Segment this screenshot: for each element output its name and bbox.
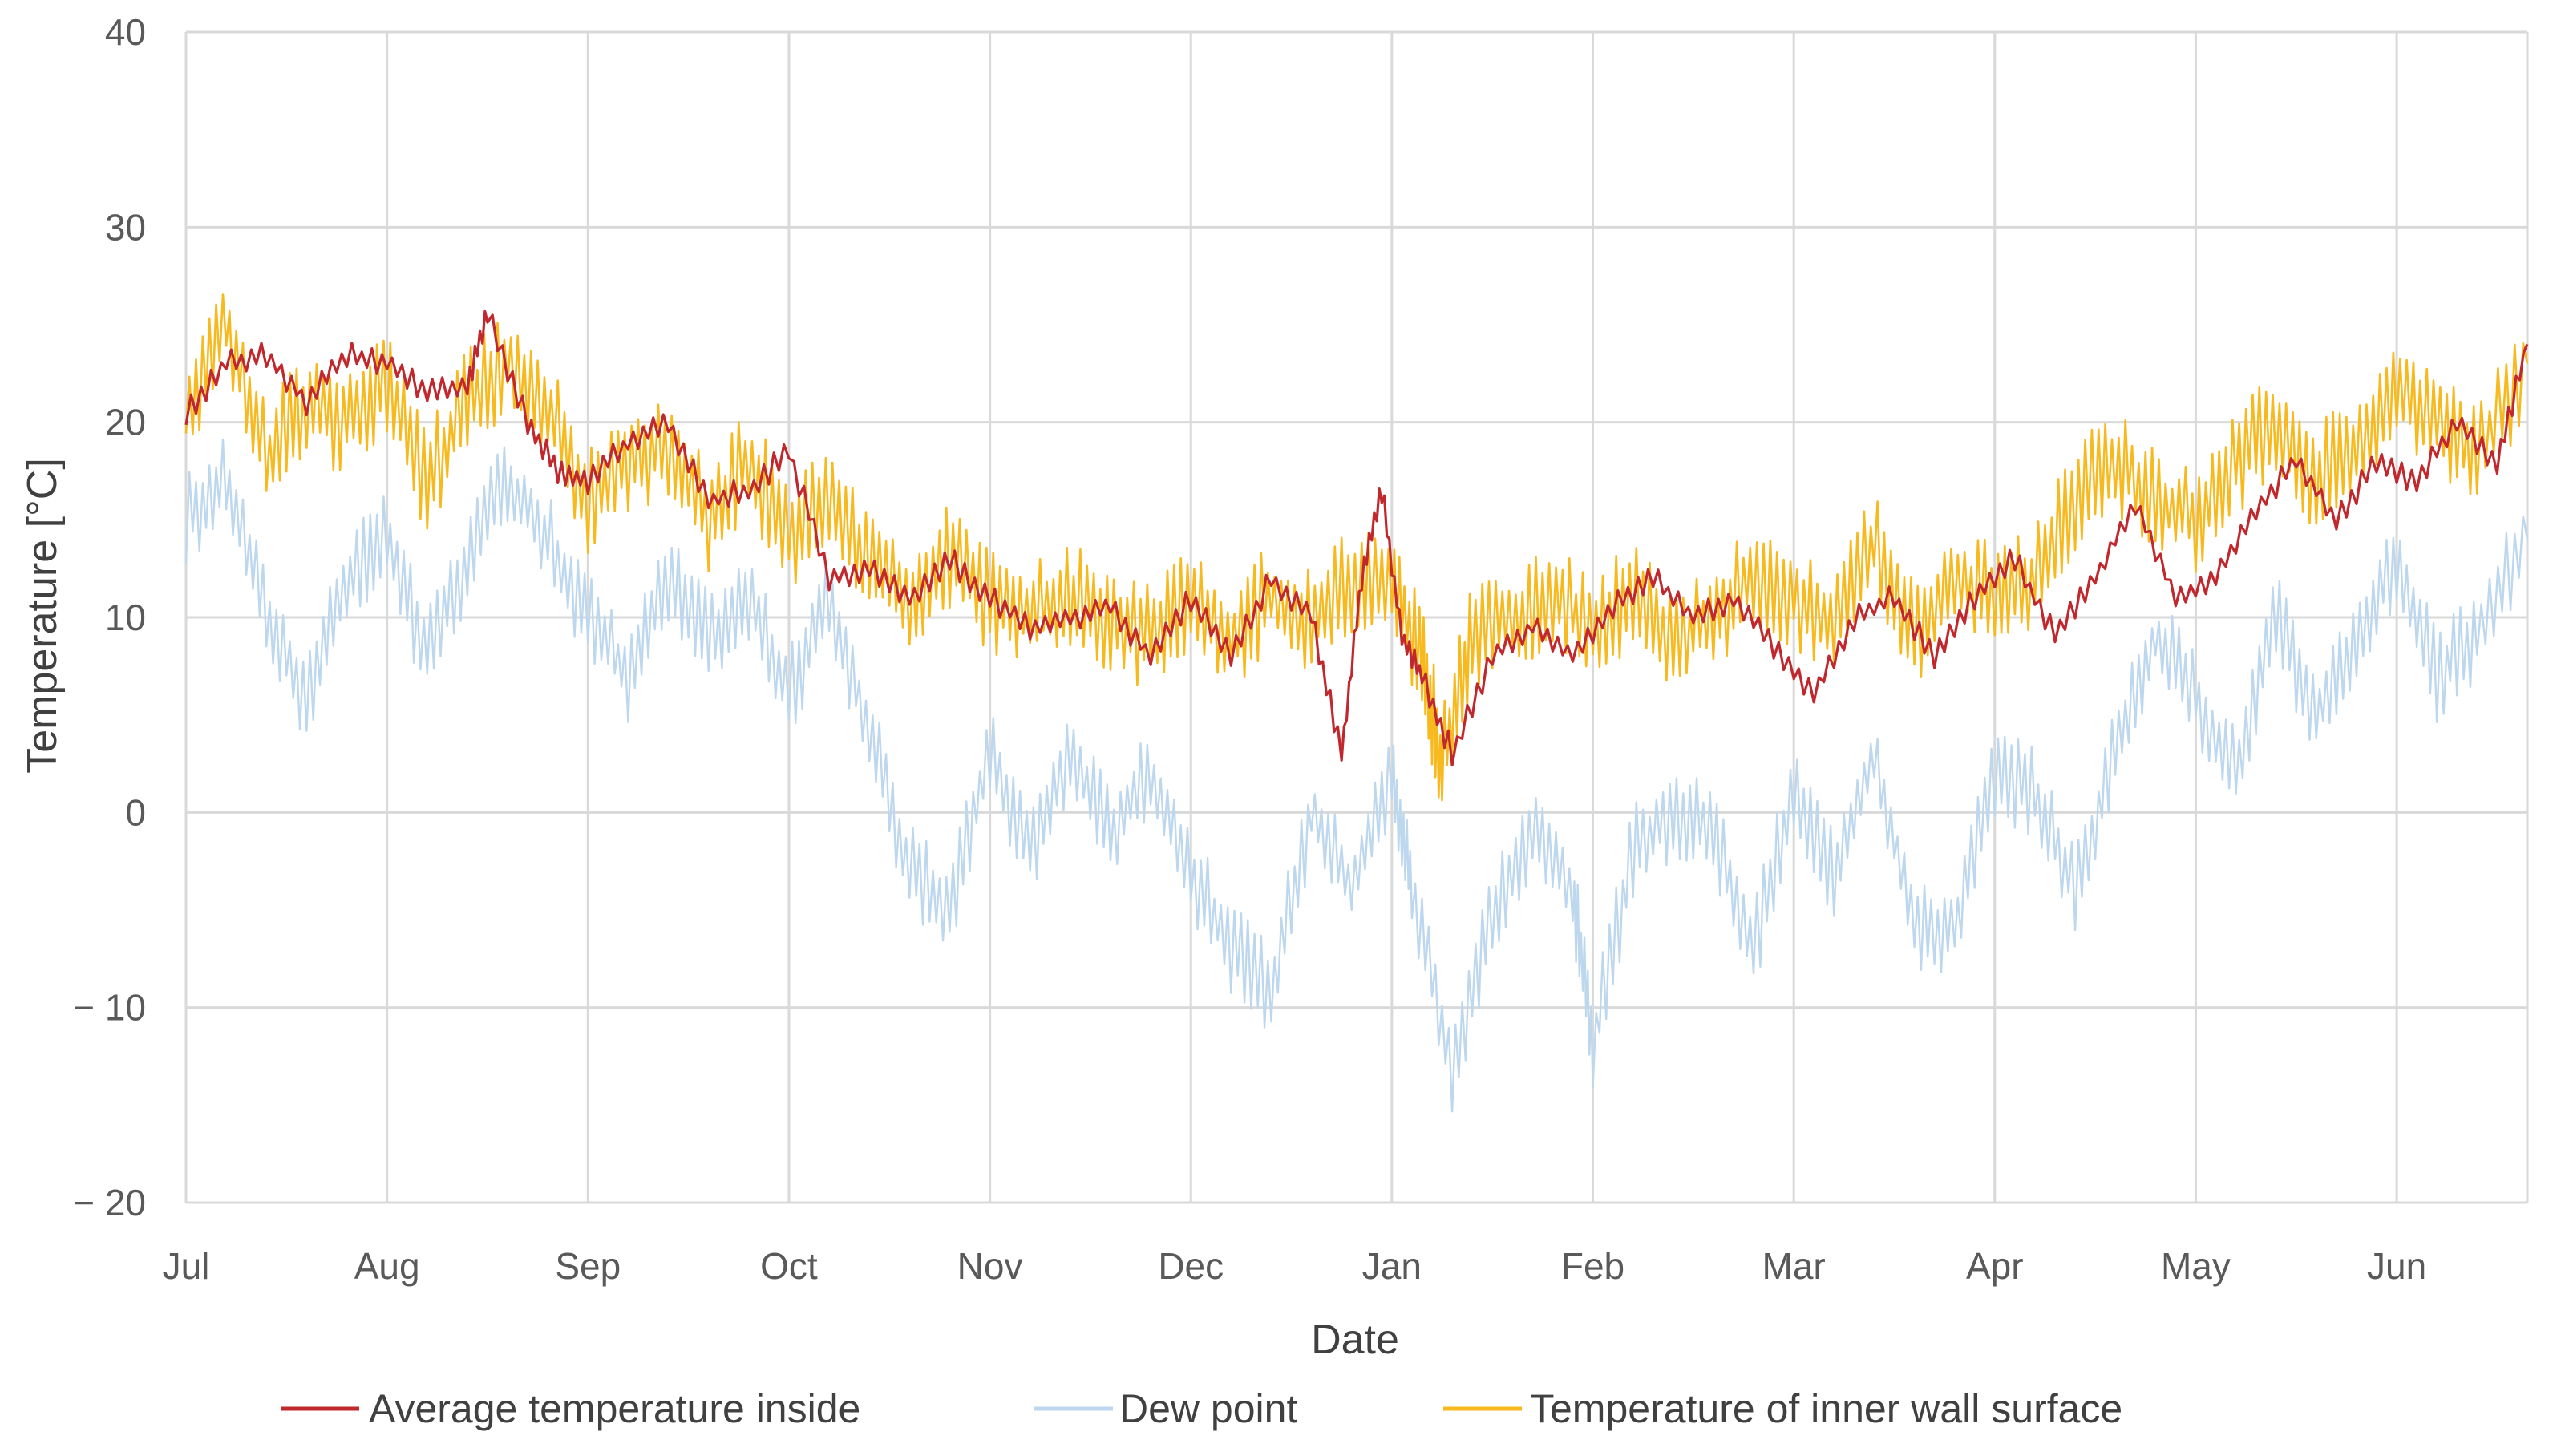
y-tick-label: 0: [125, 791, 146, 833]
y-axis-title: Temperature [°C]: [19, 458, 66, 774]
x-tick-label: Mar: [1762, 1245, 1826, 1287]
y-tick-label: 30: [105, 206, 146, 248]
x-tick-label: Apr: [1966, 1245, 2024, 1287]
legend-label-inside: Average temperature inside: [369, 1386, 860, 1431]
y-tick-label: − 10: [73, 987, 146, 1029]
series-line-wall: [184, 293, 2529, 802]
legend-label-wall: Temperature of inner wall surface: [1530, 1386, 2122, 1431]
y-axis-tick-labels: 40 30 20 10 0 − 10 − 20: [73, 11, 146, 1223]
x-tick-label: Jan: [1362, 1245, 1422, 1287]
x-tick-label: Nov: [957, 1245, 1023, 1287]
x-tick-label: Aug: [354, 1245, 420, 1287]
series-line-inside: [184, 309, 2529, 767]
legend-label-dew: Dew point: [1119, 1386, 1297, 1431]
x-axis-tick-labels: Jul Aug Sep Oct Nov Dec Jan Feb Mar Apr May Jun: [163, 1245, 2427, 1287]
x-tick-label: Jun: [2367, 1245, 2426, 1287]
x-axis-title: Date: [1311, 1316, 1399, 1363]
y-tick-label: 40: [105, 11, 146, 53]
series-line-dew: [184, 438, 2529, 1113]
series-layer: [184, 293, 2529, 1113]
x-tick-label: Sep: [555, 1245, 621, 1287]
y-tick-label: 20: [105, 402, 146, 443]
x-tick-label: May: [2161, 1245, 2231, 1287]
y-tick-label: 10: [105, 597, 146, 638]
y-tick-label: − 20: [73, 1182, 146, 1223]
x-tick-label: Oct: [760, 1245, 818, 1287]
chart-legend: Average temperature inside Dew point Tem…: [281, 1386, 2122, 1431]
x-tick-label: Jul: [163, 1245, 210, 1287]
x-tick-label: Feb: [1561, 1245, 1624, 1287]
x-tick-label: Dec: [1158, 1245, 1224, 1287]
